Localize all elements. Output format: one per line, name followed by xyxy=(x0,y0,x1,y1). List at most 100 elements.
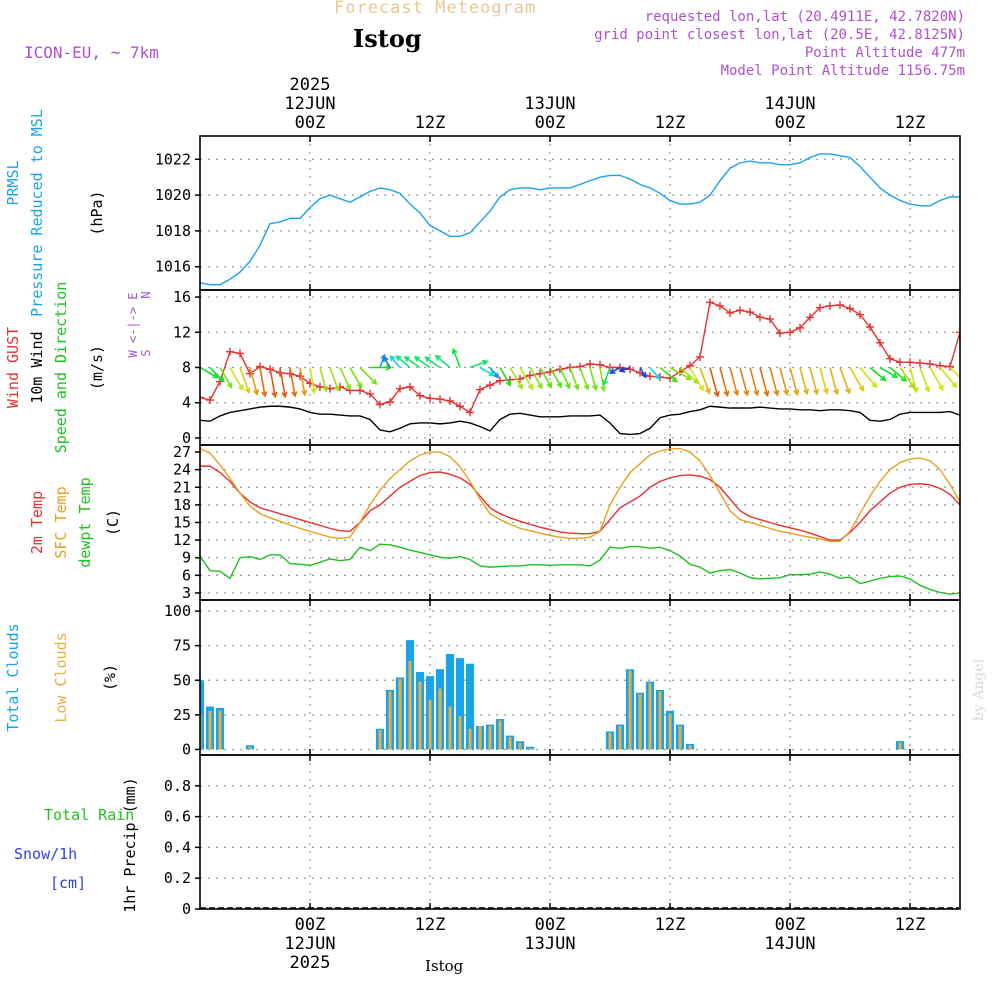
wind-arrow xyxy=(789,367,798,395)
wind-arrow xyxy=(396,355,411,369)
model-altitude: Model Point Altitude 1156.75m xyxy=(720,63,965,79)
wind-arrow xyxy=(589,367,597,390)
gust-marker xyxy=(756,313,764,322)
panel-label: SFC Temp xyxy=(52,486,70,558)
wind-arrow-head xyxy=(753,389,760,397)
wind-arrow xyxy=(489,366,499,378)
wind-arrow-head xyxy=(271,391,278,399)
wind-arrow-head xyxy=(951,381,958,389)
wind-arrow-head xyxy=(618,366,626,373)
wind-arrow-head xyxy=(833,388,839,396)
wind-arrow xyxy=(319,367,328,392)
wind-arrow xyxy=(610,366,621,374)
y-tick-label: 0.4 xyxy=(164,838,191,856)
cloud-bar xyxy=(408,660,412,750)
panel-label: 2m Temp xyxy=(28,491,46,554)
panel-label: Low Clouds xyxy=(52,632,70,722)
gust-marker xyxy=(916,359,924,368)
wind-arrow xyxy=(939,366,957,388)
cloud-bar xyxy=(468,728,472,750)
wind-arrow xyxy=(425,356,441,369)
wind-arrow xyxy=(869,366,886,381)
y-tick-label: 1022 xyxy=(155,150,191,168)
gust-marker xyxy=(906,358,914,367)
wind-arrow xyxy=(709,367,719,397)
y-tick-label: 75 xyxy=(173,637,191,655)
wind-arrow-head xyxy=(858,385,865,392)
gust-marker xyxy=(246,369,254,378)
cloud-bar xyxy=(448,706,452,750)
wind-arrow-head xyxy=(871,381,878,389)
wind-arrow-head xyxy=(600,385,607,393)
wind-arrow-head xyxy=(434,354,442,361)
gust-marker xyxy=(486,381,494,390)
cloud-bar xyxy=(648,683,652,750)
panel-label: Snow/1h xyxy=(14,845,77,863)
wind-arrow xyxy=(879,366,898,378)
panel-frame xyxy=(199,754,961,910)
wind-arrow xyxy=(289,367,296,397)
gust-marker xyxy=(836,300,844,309)
cloud-bar xyxy=(525,746,535,750)
wind-arrow xyxy=(599,367,605,391)
y-tick-label: 8 xyxy=(182,359,191,377)
wind-arrow-head xyxy=(389,355,396,362)
wind-arrow-head xyxy=(685,374,692,381)
gust-marker xyxy=(466,408,474,417)
wind-arrow xyxy=(539,367,552,388)
gust-marker xyxy=(446,396,454,405)
model-name: ICON-EU, ~ 7km xyxy=(24,43,159,62)
gust-marker xyxy=(816,303,824,312)
top-time-label: 12Z xyxy=(655,113,686,133)
wind-arrow-head xyxy=(413,356,421,362)
gust-marker xyxy=(876,338,884,347)
y-tick-label: 0 xyxy=(182,740,191,758)
wind-arrow-head xyxy=(803,388,809,396)
gust-marker xyxy=(496,376,504,385)
wind-arrow xyxy=(383,356,391,368)
wind-arrow xyxy=(569,367,579,390)
wind-arrow-head xyxy=(671,376,678,383)
wind-arrow-head xyxy=(924,386,931,393)
series-line xyxy=(200,543,960,595)
top-time-label: 12Z xyxy=(895,113,926,133)
cloud-bar xyxy=(218,710,222,750)
wind-arrow xyxy=(639,367,647,378)
y-tick-label: 0.8 xyxy=(164,777,191,795)
gust-marker xyxy=(776,329,784,338)
wind-arrow xyxy=(603,367,611,385)
top-time-label: 12JUN xyxy=(284,94,335,114)
wind-arrow-head xyxy=(973,378,978,383)
wind-arrow-head xyxy=(591,384,598,392)
gust-marker xyxy=(406,382,414,391)
cloud-bar xyxy=(658,691,662,750)
compass-we: W <-|-> E xyxy=(126,292,140,357)
gust-marker xyxy=(206,396,214,405)
wind-arrow-head xyxy=(238,384,244,391)
cloud-bar xyxy=(478,725,482,750)
wind-arrow xyxy=(329,367,340,391)
wind-arrow-head xyxy=(395,355,402,362)
wind-arrow xyxy=(299,367,306,396)
wind-arrow-head xyxy=(546,381,553,389)
cloud-bar xyxy=(455,658,465,750)
wind-arrow xyxy=(219,367,233,388)
top-time-label: 2025 xyxy=(290,75,331,95)
y-tick-label: 3 xyxy=(182,584,191,602)
wind-arrow-head xyxy=(505,380,512,387)
wind-arrow xyxy=(759,367,769,396)
wind-arrow-head xyxy=(493,372,500,379)
wind-arrow xyxy=(799,367,808,394)
y-tick-label: 0.2 xyxy=(164,869,191,887)
wind-arrow xyxy=(679,366,700,384)
gust-marker xyxy=(476,385,484,394)
wind-arrow xyxy=(359,366,377,385)
gust-marker xyxy=(376,400,384,409)
gust-marker xyxy=(826,301,834,310)
cloud-bar xyxy=(445,653,455,750)
wind-arrow xyxy=(749,367,759,396)
panel-label: Pressure Reduced to MSL xyxy=(28,109,46,317)
bottom-location: Istog xyxy=(425,957,464,975)
wind-arrow-head xyxy=(403,356,411,362)
gust-marker xyxy=(706,298,714,307)
